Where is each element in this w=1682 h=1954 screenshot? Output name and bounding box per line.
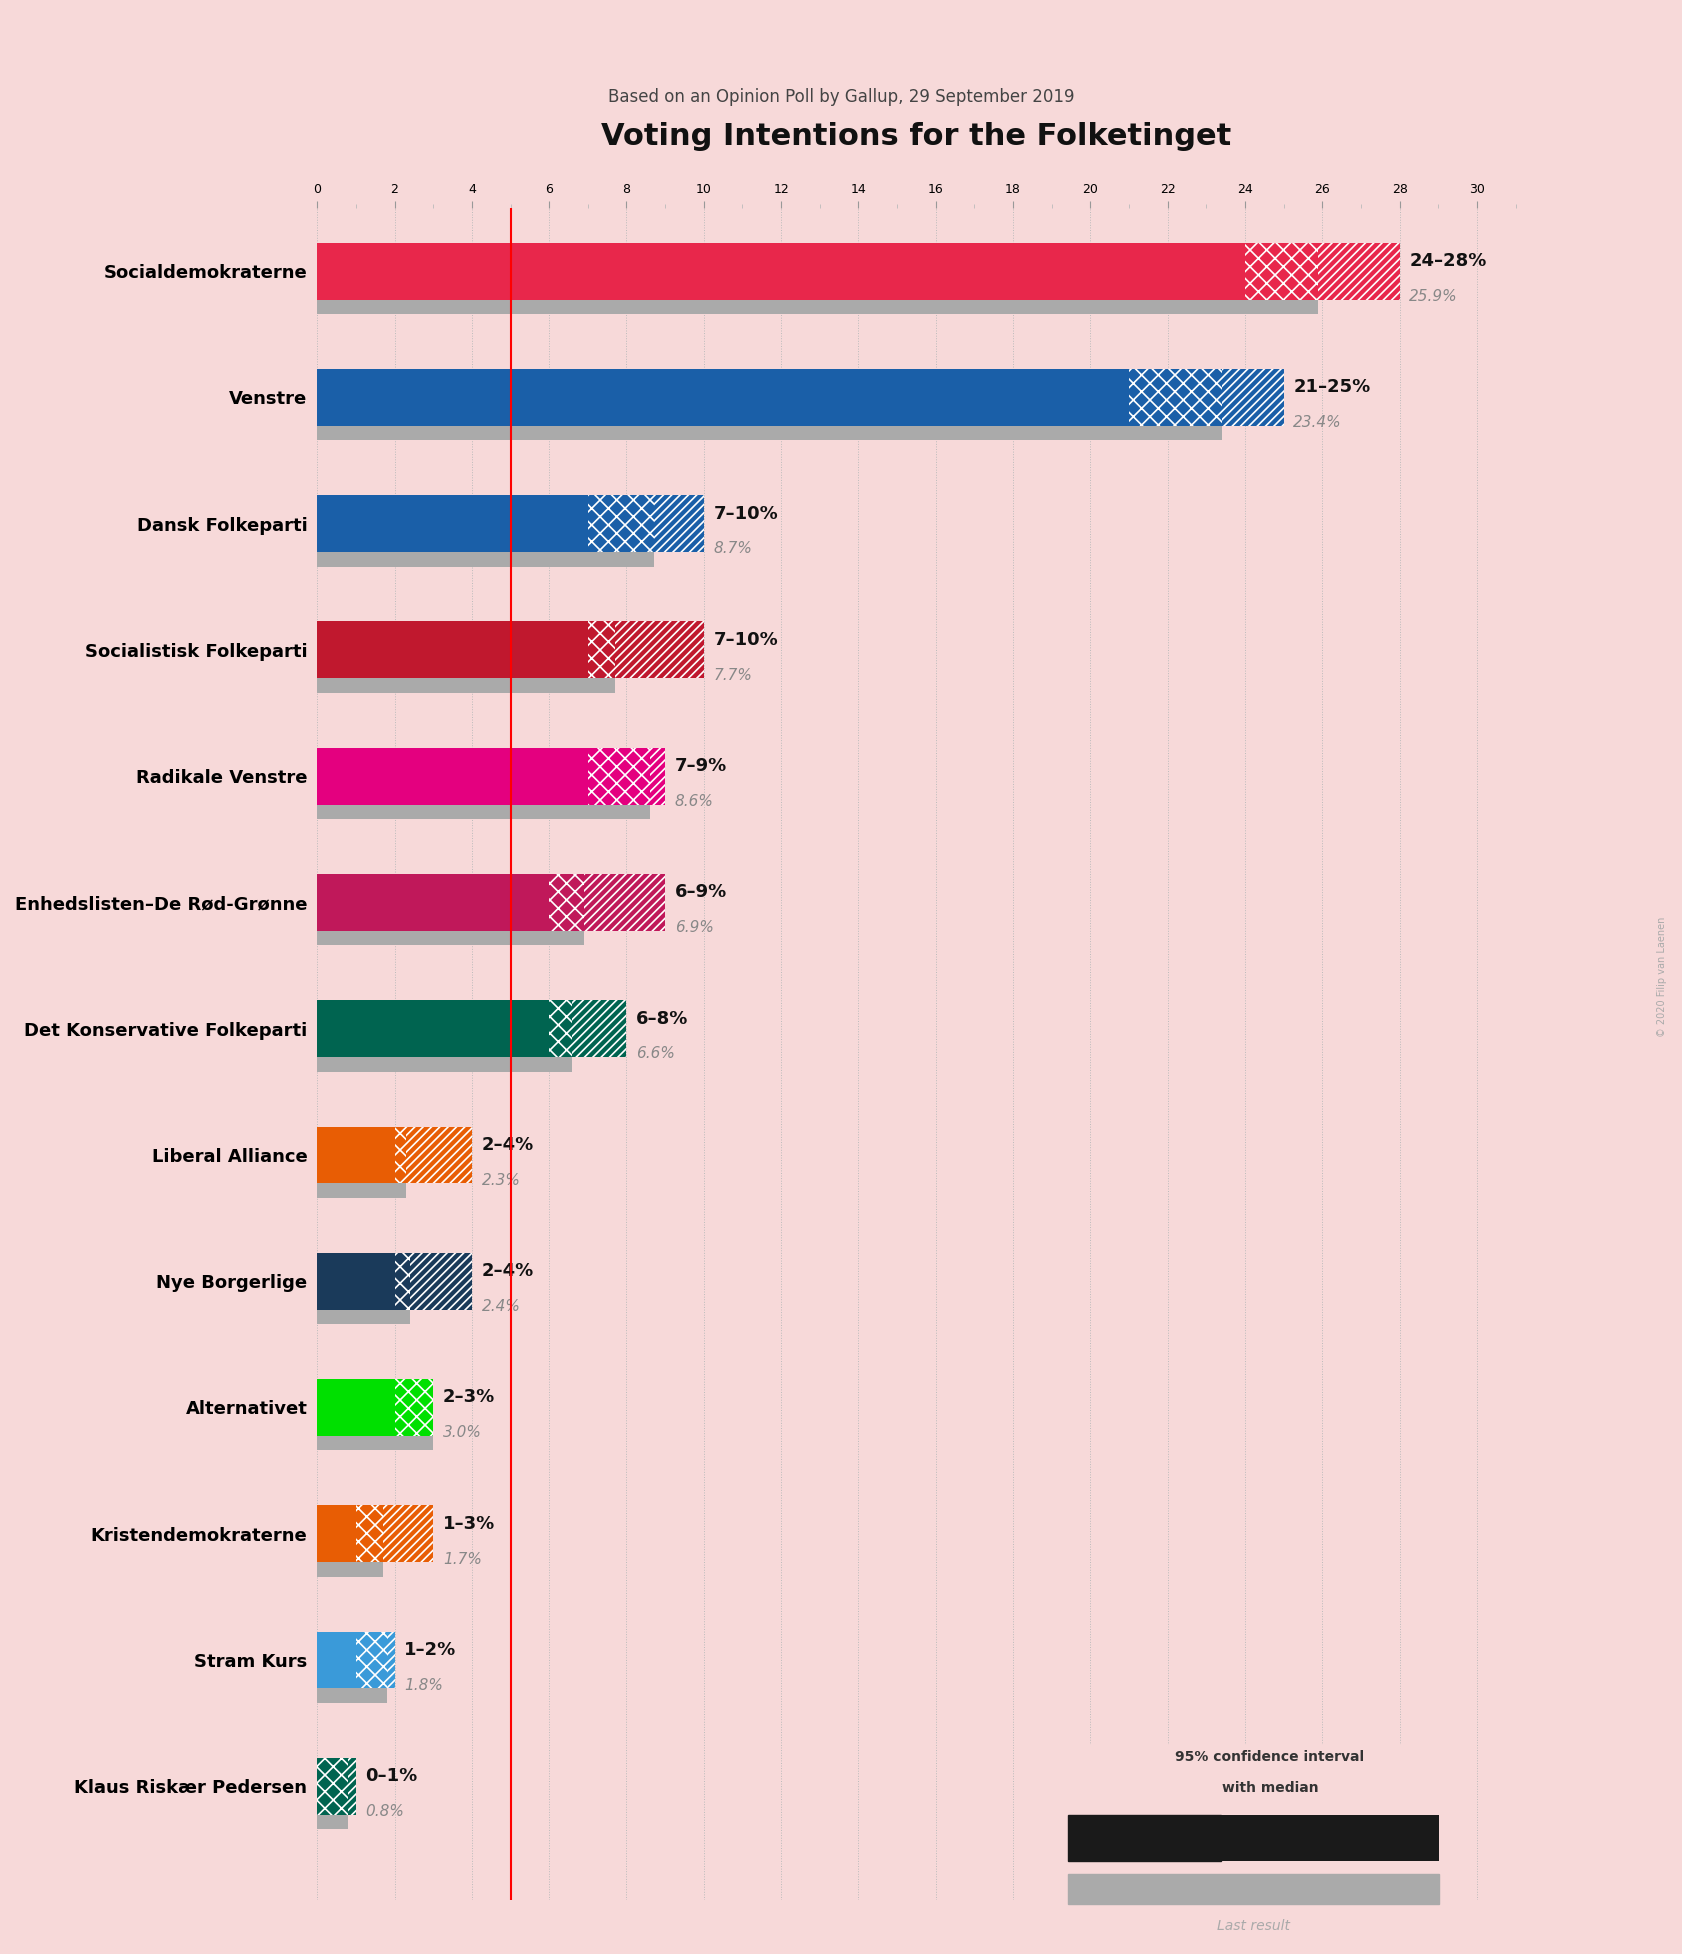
Text: 7.7%: 7.7% [713,668,752,682]
Bar [587,748,649,805]
Bar [395,1127,405,1184]
Bar [1129,369,1221,426]
Bar [318,1127,395,1184]
Bar [318,1559,383,1577]
Bar [572,1000,626,1057]
Bar [357,1632,387,1688]
Bar [1221,1815,1330,1860]
Title: Voting Intentions for the Folketinget: Voting Intentions for the Folketinget [600,123,1231,152]
Bar [318,1180,405,1198]
Bar [318,1000,548,1057]
Text: 6–8%: 6–8% [636,1010,688,1028]
Bar [318,1632,357,1688]
Text: 1–2%: 1–2% [404,1641,456,1659]
Bar [395,1380,434,1436]
Text: 25.9%: 25.9% [1410,289,1458,305]
Text: 1.8%: 1.8% [404,1678,442,1692]
Bar [318,422,1221,440]
Bar [318,1759,348,1815]
Bar [1245,242,1319,299]
Bar [318,1307,410,1325]
Bar [405,1127,473,1184]
Text: 0–1%: 0–1% [365,1766,417,1786]
Bar [616,621,703,678]
Bar [318,1432,434,1450]
Text: 95% confidence interval: 95% confidence interval [1176,1751,1364,1764]
Bar [318,1380,395,1436]
Bar [395,1253,410,1309]
Bar [348,1759,357,1815]
Text: 2.4%: 2.4% [481,1299,520,1313]
Text: 8.7%: 8.7% [713,541,752,557]
Bar [357,1505,383,1561]
Bar [649,748,664,805]
Text: 23.4%: 23.4% [1293,414,1342,430]
Bar [318,676,616,694]
Text: 2–4%: 2–4% [481,1262,533,1280]
Bar [318,369,1129,426]
Bar [383,1505,434,1561]
Bar [1221,369,1283,426]
Text: 24–28%: 24–28% [1410,252,1487,270]
Bar [410,1253,473,1309]
Text: 7–9%: 7–9% [674,756,727,776]
Text: 1–3%: 1–3% [442,1514,495,1532]
Text: 6–9%: 6–9% [674,883,727,901]
Bar [1319,242,1399,299]
Bar [548,873,584,930]
Bar [584,873,664,930]
Bar [318,873,548,930]
Bar [387,1632,395,1688]
Bar [318,1253,395,1309]
Bar [318,1505,357,1561]
Bar [318,1053,572,1071]
Text: 21–25%: 21–25% [1293,379,1371,397]
Text: 6.9%: 6.9% [674,920,713,936]
Bar [548,1000,572,1057]
Bar [318,1811,348,1829]
Bar [587,621,616,678]
Bar [318,621,587,678]
Bar [318,928,584,946]
Bar [318,1684,387,1704]
Bar [587,494,654,553]
Bar [1068,1874,1440,1905]
Text: 0.8%: 0.8% [365,1804,404,1819]
Text: 7–10%: 7–10% [713,504,779,522]
Text: 7–10%: 7–10% [713,631,779,649]
Bar [318,801,649,819]
Text: 8.6%: 8.6% [674,793,713,809]
Text: 2–4%: 2–4% [481,1135,533,1155]
Bar [318,494,587,553]
Text: 3.0%: 3.0% [442,1424,481,1440]
Bar [1330,1815,1440,1860]
Text: Based on an Opinion Poll by Gallup, 29 September 2019: Based on an Opinion Poll by Gallup, 29 S… [607,88,1075,106]
Bar [1068,1815,1221,1860]
Text: © 2020 Filip van Laenen: © 2020 Filip van Laenen [1657,916,1667,1038]
Text: 2.3%: 2.3% [481,1172,520,1188]
Text: with median: with median [1221,1782,1319,1796]
Bar [318,748,587,805]
Bar [318,242,1245,299]
Bar [654,494,703,553]
Text: 2–3%: 2–3% [442,1389,495,1407]
Text: Last result: Last result [1218,1919,1290,1933]
Bar [318,297,1319,315]
Text: 1.7%: 1.7% [442,1551,481,1567]
Bar [318,549,654,567]
Text: 6.6%: 6.6% [636,1047,674,1061]
